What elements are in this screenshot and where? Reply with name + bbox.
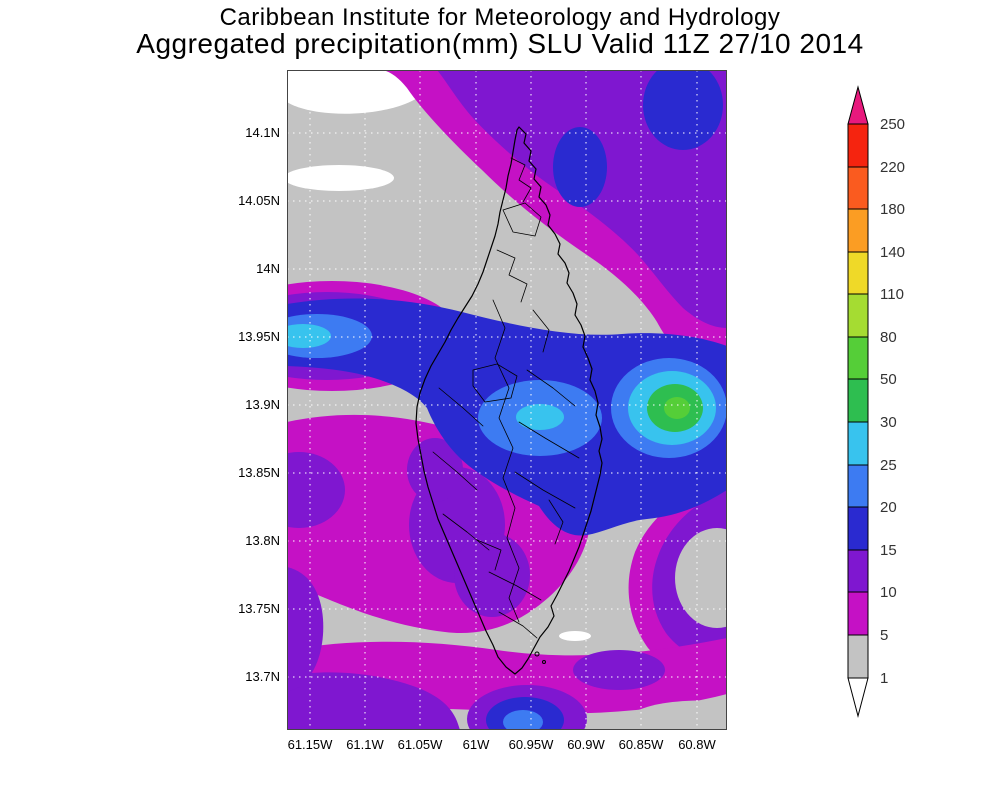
white-minima-patch: [559, 631, 591, 641]
legend-tick-label: 50: [880, 371, 897, 388]
contour-region-purple: [573, 650, 665, 690]
legend-colorbar: 250 220 180 140 110 80 50 30 25 20 15 10…: [847, 85, 905, 718]
legend-segment: [847, 591, 869, 636]
legend-tick-label: 25: [880, 457, 897, 474]
legend-tick-label: 140: [880, 244, 905, 261]
island-outline: [415, 126, 603, 675]
contour-region-light-blue: [503, 710, 543, 734]
lat-tick-label: 13.75N: [238, 601, 280, 616]
grid-lines: [287, 70, 727, 730]
white-minima-patch: [284, 165, 394, 191]
contour-region-purple: [454, 533, 530, 617]
lon-tick-label: 61.05W: [397, 737, 443, 752]
legend-tick-label: 20: [880, 499, 897, 516]
legend-segment: [847, 166, 869, 210]
lat-tick-label: 14N: [256, 261, 280, 276]
contour-region-cyan: [275, 324, 331, 348]
contour-region-blue: [643, 60, 723, 150]
legend-tick-label: 80: [880, 329, 897, 346]
lat-tick-label: 13.7N: [245, 669, 280, 684]
lat-tick-label: 14.05N: [238, 193, 280, 208]
legend-segment: [847, 634, 869, 679]
color-scale-legend: 250 220 180 140 110 80 50 30 25 20 15 10…: [830, 82, 980, 737]
lon-tick-label: 60.95W: [508, 737, 554, 752]
legend-segment: [847, 123, 869, 168]
precipitation-contour-map: [204, 60, 759, 753]
map-plot: [204, 60, 759, 753]
title-line-2: Aggregated precipitation(mm) SLU Valid 1…: [136, 28, 864, 59]
legend-segment: [847, 251, 869, 295]
lon-tick-label: 60.85W: [618, 737, 664, 752]
lon-tick-label: 61.15W: [287, 737, 333, 752]
contour-region-purple: [287, 672, 460, 730]
legend-segment: [847, 549, 869, 593]
lat-tick-label: 13.95N: [238, 329, 280, 344]
legend-max-arrow: [847, 85, 869, 125]
lon-tick-label: 61W: [462, 737, 490, 752]
plot-frame: [287, 70, 727, 730]
lon-tick-label: 60.9W: [567, 737, 605, 752]
title-line-1: Caribbean Institute for Meteorology and …: [219, 4, 781, 31]
white-minima-patch: [287, 70, 437, 114]
legend-tick-label: 110: [880, 286, 904, 303]
legend-segment: [847, 293, 869, 338]
legend-segment: [847, 336, 869, 380]
lat-tick-label: 14.1N: [245, 125, 280, 140]
lat-tick-label: 13.9N: [245, 397, 280, 412]
lat-tick-label: 13.8N: [245, 533, 280, 548]
legend-tick-label: 5: [880, 627, 888, 644]
legend-tick-label: 180: [880, 201, 905, 218]
legend-tick-label: 10: [880, 584, 897, 601]
lon-tick-label: 60.8W: [678, 737, 716, 752]
legend-segment: [847, 421, 869, 466]
contour-region-gray: [613, 700, 727, 730]
contour-region-cyan: [516, 404, 564, 430]
lat-tick-label: 13.85N: [238, 465, 280, 480]
lon-tick-label: 61.1W: [346, 737, 384, 752]
contour-field: [204, 60, 759, 753]
legend-tick-label: 250: [880, 116, 905, 133]
legend-tick-label: 30: [880, 414, 897, 431]
legend-tick-label: 220: [880, 159, 905, 176]
contour-region-purple: [287, 567, 324, 692]
contour-region-blue: [553, 127, 607, 207]
legend-segment: [847, 208, 869, 253]
legend-tick-label: 1: [880, 670, 888, 687]
precip-maximum-green-core: [664, 397, 690, 419]
legend-segment: [847, 464, 869, 508]
legend-min-arrow: [847, 677, 869, 718]
legend-segment: [847, 378, 869, 423]
island-interior-lines: [432, 157, 580, 639]
legend-segment: [847, 506, 869, 551]
legend-tick-label: 15: [880, 542, 897, 559]
